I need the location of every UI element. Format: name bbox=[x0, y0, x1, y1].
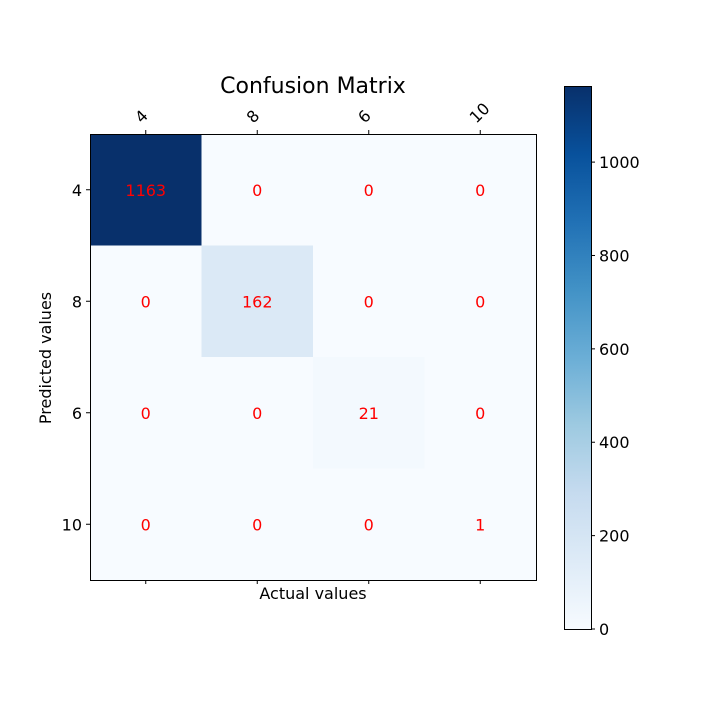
y-tick-label: 4 bbox=[72, 181, 82, 200]
cell-value-label: 0 bbox=[252, 181, 262, 200]
chart-title: Confusion Matrix bbox=[220, 74, 406, 99]
matrix-cells bbox=[90, 134, 537, 581]
y-tick-label: 8 bbox=[72, 292, 82, 311]
cell-value-label: 0 bbox=[364, 181, 374, 200]
matrix-cell bbox=[201, 245, 314, 358]
cell-value-label: 0 bbox=[141, 292, 151, 311]
colorbar-tick-label: 600 bbox=[599, 340, 630, 359]
matrix-cell bbox=[424, 134, 537, 246]
y-axis-label: Predicted values bbox=[36, 292, 55, 424]
colorbar bbox=[564, 86, 592, 630]
cell-value-label: 0 bbox=[141, 515, 151, 534]
cell-value-label: 0 bbox=[364, 515, 374, 534]
matrix-frame bbox=[90, 134, 537, 581]
cell-value-label: 0 bbox=[252, 515, 262, 534]
colorbar-tick-label: 800 bbox=[599, 246, 630, 265]
y-tick-label: 10 bbox=[62, 515, 82, 534]
cell-value-label: 0 bbox=[141, 404, 151, 423]
matrix-cell bbox=[424, 357, 537, 469]
matrix-cell bbox=[313, 134, 425, 246]
cell-value-label: 0 bbox=[475, 404, 485, 423]
x-axis-label: Actual values bbox=[259, 584, 366, 603]
cell-value-label: 162 bbox=[242, 292, 273, 311]
colorbar-tick-label: 1000 bbox=[599, 153, 640, 172]
cell-value-label: 0 bbox=[364, 292, 374, 311]
cell-value-label: 21 bbox=[359, 404, 379, 423]
cell-value-label: 1163 bbox=[125, 181, 166, 200]
cell-value-label: 1 bbox=[475, 515, 485, 534]
matrix-cell bbox=[313, 245, 425, 358]
matrix-cell bbox=[424, 245, 537, 358]
cell-value-label: 0 bbox=[475, 292, 485, 311]
colorbar-tick-label: 200 bbox=[599, 527, 630, 546]
x-tick-label: 6 bbox=[354, 106, 375, 127]
matrix-cell bbox=[90, 357, 202, 469]
y-axis-ticks: 4 8 6 10 bbox=[62, 181, 90, 534]
matrix-cell bbox=[90, 468, 202, 581]
x-tick-label: 8 bbox=[243, 106, 264, 127]
matrix-cell bbox=[313, 357, 425, 469]
matrix-cell-labels: 1163 0 0 0 0 162 0 0 0 0 21 0 0 0 0 1 bbox=[125, 181, 485, 535]
matrix-cell bbox=[201, 357, 314, 469]
matrix-cell bbox=[201, 468, 314, 581]
cell-value-label: 0 bbox=[252, 404, 262, 423]
colorbar-tick-label: 400 bbox=[599, 433, 630, 452]
x-tick-label: 4 bbox=[131, 106, 152, 127]
matrix-cell bbox=[90, 134, 202, 246]
cell-value-label: 0 bbox=[475, 181, 485, 200]
matrix-cell bbox=[313, 468, 425, 581]
matrix-cell bbox=[201, 134, 314, 246]
x-tick-label: 10 bbox=[466, 99, 494, 127]
colorbar-tick-label: 0 bbox=[599, 620, 609, 639]
matrix-cell bbox=[424, 468, 537, 581]
y-tick-label: 6 bbox=[72, 404, 82, 423]
matrix-cell bbox=[90, 245, 202, 358]
colorbar-ticks: 0 200 400 600 800 1000 bbox=[591, 153, 640, 639]
